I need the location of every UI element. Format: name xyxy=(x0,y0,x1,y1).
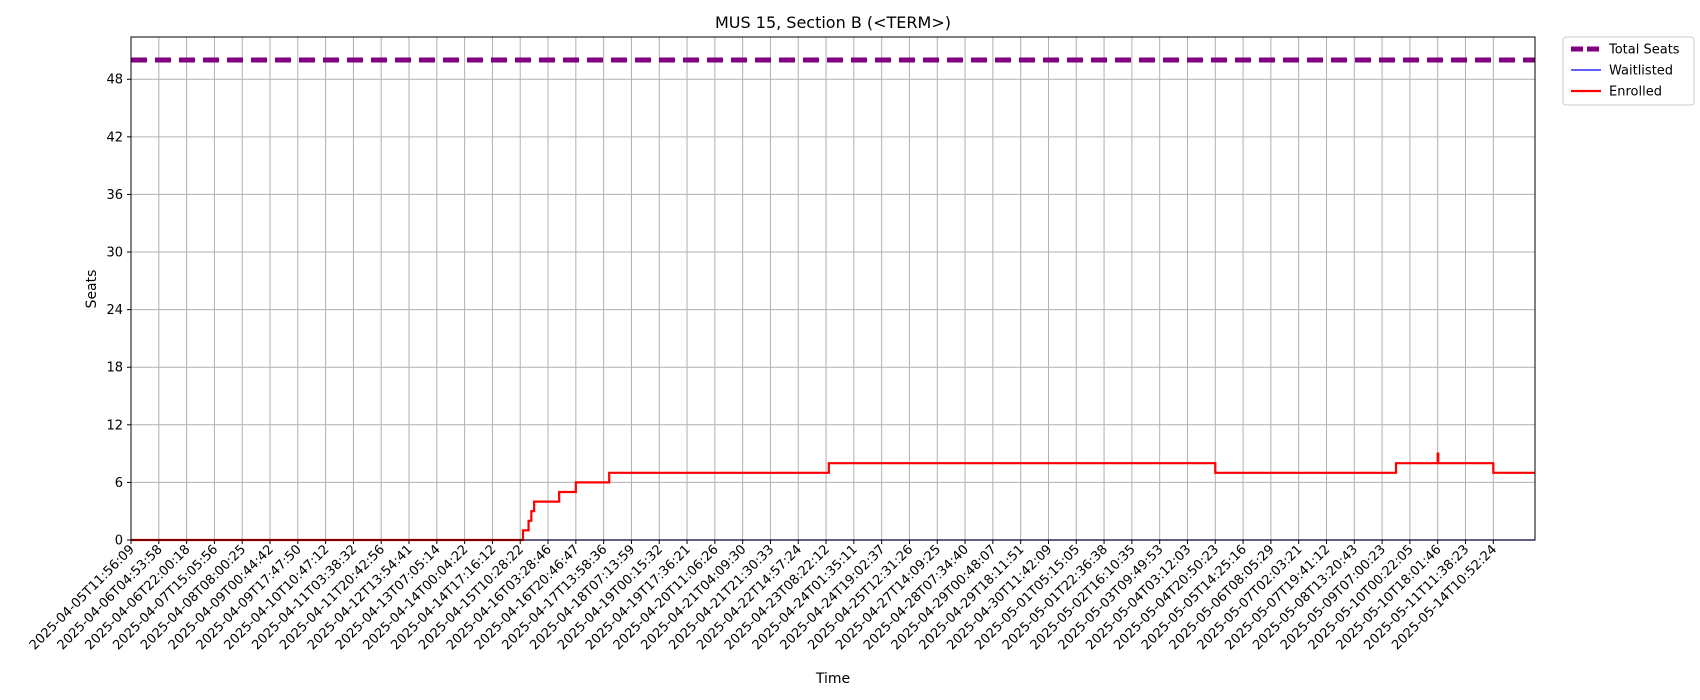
y-tick-label: 18 xyxy=(106,361,123,376)
legend-label: Enrolled xyxy=(1609,85,1662,100)
y-tick-label: 36 xyxy=(106,188,123,203)
grid-lines xyxy=(130,37,1535,541)
legend-label: Waitlisted xyxy=(1609,64,1673,79)
y-tick-label: 0 xyxy=(115,534,123,549)
chart-title: MUS 15, Section B (<TERM>) xyxy=(715,13,951,32)
y-axis-title: Seats xyxy=(84,270,100,309)
y-tick-label: 42 xyxy=(106,130,123,145)
y-tick-label: 24 xyxy=(106,303,123,318)
y-tick-label: 6 xyxy=(115,476,123,491)
plot-background xyxy=(131,37,1535,540)
y-tick-label: 48 xyxy=(106,73,123,88)
x-axis-title: Time xyxy=(815,671,850,687)
legend-label: Total Seats xyxy=(1608,43,1680,58)
y-tick-label: 12 xyxy=(106,418,123,433)
y-axis-ticks: 0 6 12 18 24 30 36 42 48 xyxy=(106,73,131,549)
legend-box xyxy=(1562,36,1695,106)
series-line-enrolled xyxy=(131,452,1535,542)
y-tick-label: 30 xyxy=(106,246,123,261)
x-axis-ticks: 2025-04-05T11:56:092025-04-06T04:53:5820… xyxy=(27,540,1500,653)
legend: Total Seats Waitlisted Enrolled xyxy=(1562,36,1695,106)
plot-frame xyxy=(130,36,1536,541)
